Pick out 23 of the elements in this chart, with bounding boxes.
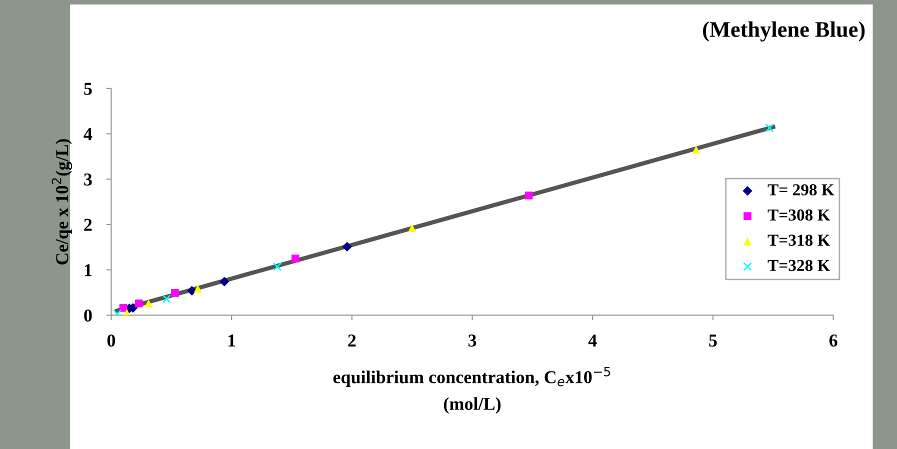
point xyxy=(272,262,282,272)
y-tick-label: 1 xyxy=(84,264,92,276)
y-axis-title: Ce/qe x 10$^{2}$(g/L) xyxy=(52,139,72,264)
point xyxy=(162,294,171,304)
y-tick-label: 3 xyxy=(84,173,92,186)
x-tick-label: 5 xyxy=(709,334,717,347)
text: equilibrium concentration, C$_{e}$x10$^{−5}$ (mol/L) xyxy=(333,366,610,414)
point xyxy=(765,124,774,132)
y-tick-label: 4 xyxy=(84,128,92,140)
x-tick-label: 4 xyxy=(588,334,597,346)
x-tick-label: 2 xyxy=(348,334,356,346)
legend-label: T= 298 K xyxy=(768,184,834,196)
y-tick-label: 2 xyxy=(84,218,92,231)
legend-label: T=328 K xyxy=(768,260,830,272)
legend-label: T=308 K xyxy=(768,209,830,221)
x-tick-label: 6 xyxy=(829,334,838,347)
x-tick-label: 1 xyxy=(228,334,236,346)
chart-title: (Methylene Blue) xyxy=(703,21,865,42)
x-tick-label: 3 xyxy=(468,334,476,347)
y-tick-label: 0 xyxy=(84,309,92,322)
legend-label: T=318 K xyxy=(768,234,830,246)
y-tick-label: 5 xyxy=(84,82,92,95)
x-tick-label: 0 xyxy=(107,334,116,347)
